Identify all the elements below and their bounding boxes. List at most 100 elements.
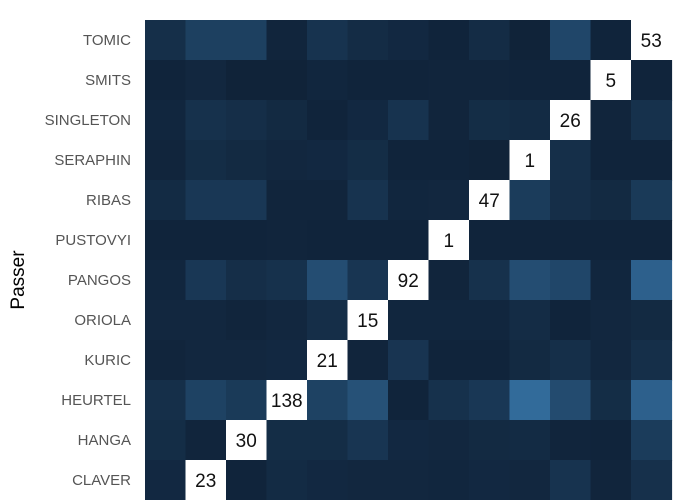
heatmap-cell	[145, 300, 187, 341]
heatmap-cell-diagonal	[550, 100, 592, 141]
heatmap-cell	[347, 380, 389, 421]
heatmap-cell	[347, 20, 389, 61]
heatmap-cell	[145, 60, 187, 101]
row-label: KURIC	[84, 352, 131, 369]
heatmap-cell	[266, 220, 308, 261]
heatmap-cell	[226, 340, 268, 381]
heatmap-cell-diagonal	[266, 380, 308, 421]
heatmap-cell	[145, 20, 187, 61]
heatmap-cell	[469, 420, 511, 461]
heatmap-cell	[185, 60, 227, 101]
row-label: SERAPHIN	[54, 152, 131, 169]
heatmap-cell	[185, 340, 227, 381]
heatmap-cell	[428, 420, 470, 461]
row-label: PUSTOVYI	[55, 232, 131, 249]
heatmap-cell	[428, 100, 470, 141]
heatmap-cell	[185, 300, 227, 341]
heatmap-cell-diagonal	[509, 140, 551, 181]
heatmap-cell	[388, 20, 430, 61]
heatmap-cell	[428, 340, 470, 381]
heatmap-cell	[145, 140, 187, 181]
heatmap-cell	[347, 460, 389, 500]
heatmap-cell	[185, 140, 227, 181]
heatmap-cell	[307, 60, 349, 101]
heatmap-cell	[266, 300, 308, 341]
heatmap-cell	[428, 460, 470, 500]
heatmap-cell	[307, 300, 349, 341]
heatmap-cell	[590, 300, 632, 341]
heatmap-cell	[226, 220, 268, 261]
heatmap-cell	[550, 60, 592, 101]
heatmap-cell	[145, 460, 187, 500]
heatmap-cell	[428, 260, 470, 301]
heatmap-cell	[590, 100, 632, 141]
heatmap-cell	[145, 380, 187, 421]
diagonal-labels: 53 5 26 1 47 1 92 15 21 138 30 23	[195, 31, 662, 492]
heatmap-cell	[307, 380, 349, 421]
heatmap-cell	[631, 100, 673, 141]
heatmap-cell	[590, 420, 632, 461]
heatmap-cell	[509, 220, 551, 261]
heatmap-cell	[631, 340, 673, 381]
heatmap-cell	[388, 380, 430, 421]
heatmap-cell	[590, 340, 632, 381]
cell-value-label: 30	[236, 431, 257, 452]
heatmap-cell	[631, 380, 673, 421]
heatmap-cell	[226, 180, 268, 221]
heatmap-cell-diagonal	[428, 220, 470, 261]
heatmap-cell	[590, 220, 632, 261]
heatmap-cell-diagonal	[307, 340, 349, 381]
heatmap-cell	[145, 100, 187, 141]
heatmap-cell	[590, 140, 632, 181]
heatmap-cell	[266, 180, 308, 221]
heatmap-cell	[631, 140, 673, 181]
heatmap-cell	[185, 380, 227, 421]
heatmap-cell	[428, 60, 470, 101]
heatmap-cell	[145, 420, 187, 461]
row-label: SINGLETON	[45, 112, 131, 129]
row-label: TOMIC	[83, 32, 131, 49]
heatmap-cell	[428, 20, 470, 61]
heatmap-cell	[550, 260, 592, 301]
heatmap-cell	[145, 260, 187, 301]
heatmap-cell	[226, 260, 268, 301]
heatmap-cell	[226, 140, 268, 181]
cell-value-label: 138	[271, 391, 303, 412]
heatmap-cell	[185, 180, 227, 221]
heatmap-cell	[347, 100, 389, 141]
heatmap-cell	[469, 220, 511, 261]
heatmap-cell	[185, 260, 227, 301]
heatmap-cell	[590, 20, 632, 61]
heatmap-cell	[550, 180, 592, 221]
heatmap-cell-diagonal	[631, 20, 673, 61]
row-label: CLAVER	[72, 472, 131, 489]
heatmap-cell	[226, 100, 268, 141]
cell-value-label: 47	[479, 191, 500, 212]
heatmap-cell	[550, 460, 592, 500]
heatmap-cell	[428, 140, 470, 181]
heatmap-cell-diagonal	[185, 460, 227, 500]
heatmap-cell	[631, 60, 673, 101]
heatmap-cell	[307, 220, 349, 261]
heatmap-cell	[388, 60, 430, 101]
heatmap-cell	[631, 420, 673, 461]
heatmap-cell	[185, 20, 227, 61]
heatmap-cell	[469, 460, 511, 500]
row-label: SMITS	[85, 72, 131, 89]
heatmap-cell	[145, 180, 187, 221]
heatmap-cell	[469, 260, 511, 301]
heatmap-cell	[590, 380, 632, 421]
heatmap-cell	[509, 60, 551, 101]
heatmap-cell	[266, 140, 308, 181]
heatmap-cell	[307, 260, 349, 301]
heatmap-cell	[509, 20, 551, 61]
heatmap-cell	[226, 60, 268, 101]
heatmap-cell	[226, 20, 268, 61]
heatmap-cell	[388, 460, 430, 500]
row-label: ORIOLA	[74, 312, 131, 329]
heatmap-cell	[550, 340, 592, 381]
heatmap-cell	[226, 460, 268, 500]
heatmap-cell	[590, 460, 632, 500]
heatmap-cell	[550, 300, 592, 341]
heatmap-cell	[631, 220, 673, 261]
